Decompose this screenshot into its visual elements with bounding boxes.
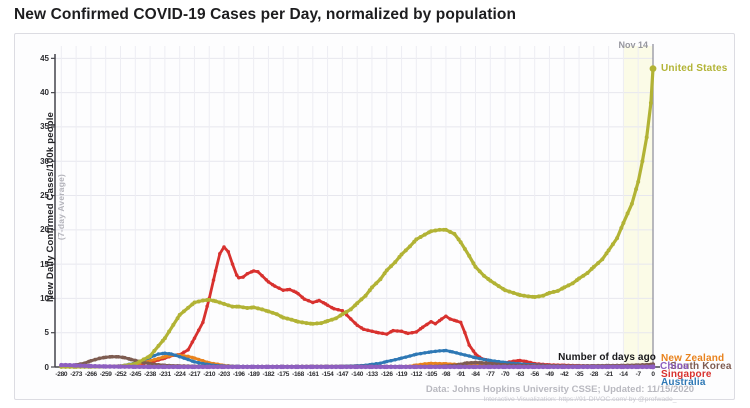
x-tick-label: -182 <box>262 371 275 378</box>
x-tick-label: -77 <box>486 371 495 378</box>
x-tick-label: -203 <box>218 371 230 378</box>
y-tick-label: 45 <box>40 53 49 63</box>
series-points-united-states <box>59 65 657 369</box>
x-tick-label: -238 <box>144 371 156 378</box>
x-tick-label: -70 <box>500 371 510 378</box>
x-tick-label: -35 <box>574 371 584 378</box>
y-tick-label: 0 <box>44 362 49 372</box>
series-end-dot-china <box>650 364 656 370</box>
x-tick-label: -147 <box>336 371 349 378</box>
y-tick-label: 20 <box>40 225 49 235</box>
x-tick-label: -28 <box>589 371 599 378</box>
data-source-text: Data: Johns Hopkins University CSSE; Upd… <box>425 384 695 395</box>
x-tick-label: -280 <box>55 371 68 378</box>
series-label-south-korea[interactable]: South Korea <box>670 360 732 372</box>
y-tick-label: 35 <box>40 122 49 132</box>
series-label-singapore[interactable]: Singapore <box>661 368 712 380</box>
x-tick-label: -98 <box>441 371 451 378</box>
x-tick-label: -217 <box>188 371 201 378</box>
x-tick-label: -224 <box>173 371 186 378</box>
x-tick-label: -266 <box>85 371 97 378</box>
x-tick-label: 0 <box>651 371 655 378</box>
x-tick-label: -21 <box>604 371 613 378</box>
x-tick-label: -175 <box>277 371 290 378</box>
series-points-china <box>59 362 656 370</box>
series-label-china[interactable]: China <box>660 360 689 372</box>
x-tick-label: -161 <box>306 371 319 378</box>
x-tick-label: -231 <box>158 371 171 378</box>
x-tick-label: -42 <box>560 371 569 378</box>
x-tick-label: -112 <box>410 371 423 378</box>
x-tick-label: -189 <box>247 371 260 378</box>
chart-canvas <box>51 44 660 370</box>
x-tick-label: -196 <box>232 371 245 378</box>
x-tick-label: -56 <box>530 371 539 378</box>
series-label-australia[interactable]: Australia <box>661 377 706 389</box>
x-tick-label: -126 <box>380 371 393 378</box>
y-tick-label: 25 <box>40 191 49 201</box>
x-tick-label: -273 <box>70 371 83 378</box>
x-tick-label: -7 <box>635 371 641 378</box>
x-tick-label: -140 <box>351 371 364 378</box>
x-tick-label: -133 <box>366 371 378 378</box>
x-tick-label: -252 <box>114 371 127 378</box>
series-label-united-states[interactable]: United States <box>661 62 728 74</box>
x-tick-label: -210 <box>203 371 216 378</box>
x-axis-title: Number of days ago <box>558 352 656 363</box>
chart-card: Nov 14 New Daily Confirmed Cases/100k pe… <box>14 33 735 403</box>
x-tick-label: -105 <box>425 371 438 378</box>
y-tick-label: 5 <box>44 328 49 338</box>
x-tick-label: -91 <box>456 371 465 378</box>
y-tick-label: 40 <box>40 88 49 98</box>
y-tick-label: 15 <box>40 259 49 269</box>
now-date-label: Nov 14 <box>618 40 648 50</box>
x-tick-label: -63 <box>515 371 525 378</box>
y-tick-label: 10 <box>40 293 49 303</box>
page-title: New Confirmed COVID-19 Cases per Day, no… <box>14 6 517 23</box>
visualization-credit-text: Interactive Visualization: https://91-DI… <box>483 396 677 403</box>
x-tick-label: -259 <box>99 371 112 378</box>
x-tick-label: -119 <box>395 371 408 378</box>
series-end-dot-united-states <box>649 65 657 72</box>
series-label-new-zealand[interactable]: New Zealand <box>661 352 725 364</box>
x-tick-label: -168 <box>292 371 304 378</box>
x-tick-label: -49 <box>545 371 554 378</box>
y-tick-label: 30 <box>40 156 49 166</box>
x-tick-label: -154 <box>321 371 334 378</box>
x-tick-label: -14 <box>619 371 628 378</box>
x-tick-label: -245 <box>129 371 142 378</box>
x-tick-label: -84 <box>471 371 480 378</box>
